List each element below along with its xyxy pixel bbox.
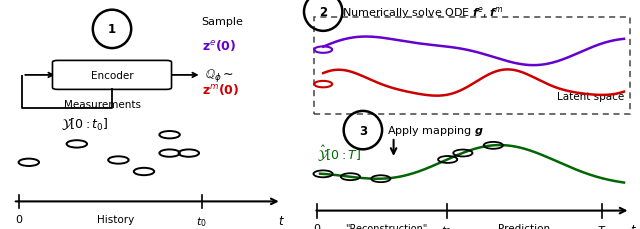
Text: $\hat{\mathcal{Y}}[0:T]$: $\hat{\mathcal{Y}}[0:T]$: [317, 143, 361, 164]
Text: 0: 0: [16, 214, 22, 224]
FancyBboxPatch shape: [52, 61, 172, 90]
Text: 2: 2: [319, 6, 327, 19]
Text: $\mathcal{Y}[0:t_0]$: $\mathcal{Y}[0:t_0]$: [61, 117, 108, 133]
FancyBboxPatch shape: [314, 18, 630, 114]
Text: Prediction: Prediction: [498, 223, 550, 229]
Text: $t$: $t$: [630, 223, 637, 229]
Text: Latent space: Latent space: [557, 91, 624, 101]
Text: 3: 3: [359, 124, 367, 137]
Text: $t$: $t$: [278, 214, 285, 227]
Text: Encoder: Encoder: [91, 71, 133, 81]
Text: $t_0$: $t_0$: [442, 223, 452, 229]
Text: $\mathbf{z}^m\mathbf{(0)}$: $\mathbf{z}^m\mathbf{(0)}$: [202, 82, 239, 97]
Text: 1: 1: [108, 23, 116, 36]
Text: Numerically solve ODE $\boldsymbol{f}^e$, $\boldsymbol{f}^m$: Numerically solve ODE $\boldsymbol{f}^e$…: [342, 5, 504, 21]
Text: "Reconstruction": "Reconstruction": [346, 223, 428, 229]
Text: $\mathbb{Q}_\phi\sim$: $\mathbb{Q}_\phi\sim$: [205, 67, 234, 84]
Text: Apply mapping $\boldsymbol{g}$: Apply mapping $\boldsymbol{g}$: [387, 124, 484, 137]
Text: $\mathbf{z}^e\mathbf{(0)}$: $\mathbf{z}^e\mathbf{(0)}$: [202, 38, 236, 53]
Text: $t_0$: $t_0$: [196, 214, 207, 228]
Text: Measurements: Measurements: [64, 99, 141, 109]
Text: History: History: [97, 214, 134, 224]
Text: 0: 0: [314, 223, 320, 229]
Text: $T$: $T$: [597, 223, 606, 229]
Text: Sample: Sample: [202, 17, 243, 27]
